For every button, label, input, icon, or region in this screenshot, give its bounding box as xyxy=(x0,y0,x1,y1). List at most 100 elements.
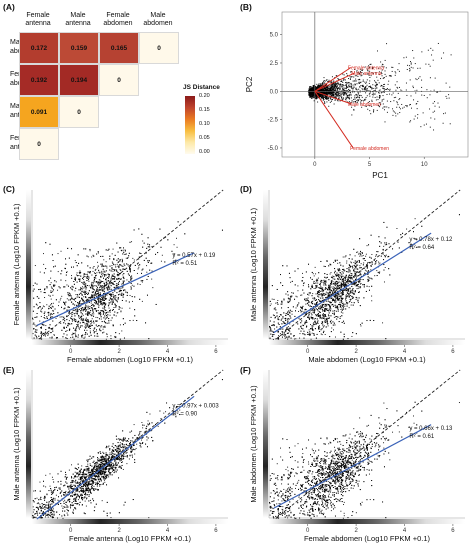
x-tick-label: 4 xyxy=(166,528,170,534)
heatmap-cell: 0.165 xyxy=(99,32,139,64)
loading-label: Male abdomen xyxy=(348,102,381,108)
panel-label-f: (F) xyxy=(240,365,251,375)
y-density-rug xyxy=(26,190,31,339)
heatmap-col-header: Male abdomen xyxy=(143,12,173,27)
x-density-rug xyxy=(32,340,228,345)
x-tick-label: 10 xyxy=(421,162,428,168)
x-density-rug xyxy=(32,519,228,524)
panel-label-e: (E) xyxy=(3,365,15,375)
x-tick-label: 0 xyxy=(306,528,310,534)
x-tick-label: 0 xyxy=(306,349,310,355)
x-tick-label: 4 xyxy=(403,349,407,355)
loading-label: Male antenna xyxy=(351,71,382,77)
y-tick-label: -5.0 xyxy=(268,146,279,152)
x-tick-label: 0 xyxy=(313,162,317,168)
y-tick-label: -2.5 xyxy=(268,118,279,124)
heatmap-cell: 0.172 xyxy=(19,32,59,64)
x-axis-label: PC1 xyxy=(372,171,388,180)
regression-line xyxy=(273,424,432,509)
regression-equation: y = 0.97x + 0.003 xyxy=(172,403,219,409)
heatmap-col-header: Male antenna xyxy=(65,12,91,27)
point-cloud xyxy=(269,214,460,340)
x-tick-label: 0 xyxy=(69,349,73,355)
scatter-male-vs-female-abdomen: y = 0.66x + 0.13 R² = 0.61 0 2 4 6 Female abdo… xyxy=(249,369,465,543)
scatter-female-antenna-vs-abdomen: y = 0.57x + 0.19 R² = 0.51 0 2 4 6 Female abdo… xyxy=(12,189,228,364)
x-tick-label: 6 xyxy=(214,349,218,355)
heatmap-cell: 0.159 xyxy=(59,32,99,64)
panel-label-a: (A) xyxy=(3,2,15,12)
x-axis-label: Female antenna (Log10 FPKM +0.1) xyxy=(69,534,191,543)
identity-line xyxy=(275,189,461,340)
x-axis-label: Male abdomen (Log10 FPKM +0.1) xyxy=(308,355,426,364)
heatmap-cell: 0 xyxy=(139,32,179,64)
heatmap-cell: 0 xyxy=(19,128,59,160)
heatmap-cell: 0.091 xyxy=(19,96,59,128)
regression-line xyxy=(273,232,432,334)
identity-line xyxy=(38,369,224,519)
point-cloud xyxy=(269,401,460,519)
x-axis-label: Female abdomen (Log10 FPKM +0.1) xyxy=(67,355,194,364)
scatter-male-antenna-vs-abdomen: y = 0.78x + 0.12 R² = 0.64 0 2 4 6 Male abdome… xyxy=(249,189,465,364)
y-axis-label: Male abdomen (Log10 FPKM +0.1) xyxy=(249,385,258,503)
scatter-male-vs-female-antenna: y = 0.97x + 0.003 R² = 0.90 0 2 4 6 Female ant… xyxy=(12,369,228,543)
legend-color-bar xyxy=(185,96,195,154)
x-tick-label: 4 xyxy=(403,528,407,534)
x-tick-label: 2 xyxy=(117,528,121,534)
regression-equation: y = 0.57x + 0.19 xyxy=(172,253,216,259)
regression-equation: y = 0.78x + 0.12 xyxy=(409,237,453,243)
regression-r2: R² = 0.51 xyxy=(172,261,198,267)
x-density-rug xyxy=(269,519,465,524)
x-tick-label: 2 xyxy=(354,528,358,534)
heatmap-col-header: Female antenna xyxy=(25,12,51,27)
y-axis-label: Male antenna (Log10 FPKM +0.1) xyxy=(249,207,258,321)
y-tick-label: 2.5 xyxy=(270,61,279,67)
y-tick-label: 5.0 xyxy=(270,33,279,39)
y-axis-label: Male antenna (Log10 FPKM +0.1) xyxy=(12,387,21,501)
x-tick-label: 4 xyxy=(166,349,170,355)
x-tick-label: 0 xyxy=(69,528,73,534)
plot-frame xyxy=(281,11,469,158)
heatmap-col-header: Female abdomen xyxy=(103,12,133,27)
loading-arrow xyxy=(314,67,352,92)
regression-equation: y = 0.66x + 0.13 xyxy=(409,426,453,432)
y-axis-label: Female antenna (Log10 FPKM +0.1) xyxy=(12,203,21,325)
x-axis-label: Female abdomen (Log10 FPKM +0.1) xyxy=(304,534,431,543)
point-cloud xyxy=(308,42,452,131)
x-tick-label: 6 xyxy=(451,349,455,355)
legend-tick: 0.05 xyxy=(199,135,210,141)
legend-title: JS Distance xyxy=(183,84,220,91)
x-density-rug xyxy=(269,340,465,345)
regression-r2: R² = 0.90 xyxy=(172,411,198,417)
y-axis-label: PC2 xyxy=(245,76,254,92)
heatmap-cell: 0.192 xyxy=(19,64,59,96)
x-tick-label: 6 xyxy=(451,528,455,534)
heatmap-cell: 0 xyxy=(59,96,99,128)
y-density-rug xyxy=(263,190,268,339)
y-tick-label: 0.0 xyxy=(270,89,279,95)
y-density-rug xyxy=(263,370,268,518)
x-tick-label: 2 xyxy=(117,349,121,355)
regression-line xyxy=(36,395,195,520)
x-tick-label: 5 xyxy=(368,162,372,168)
loading-label: Female abdomen xyxy=(350,146,389,152)
legend-tick: 0.00 xyxy=(199,149,210,155)
panel-label-c: (C) xyxy=(3,184,15,194)
legend-tick: 0.20 xyxy=(199,93,210,99)
regression-r2: R² = 0.61 xyxy=(409,434,435,440)
loading-arrow xyxy=(314,90,352,105)
heatmap-panel: Female antenna Male antenna Female abdom… xyxy=(0,0,240,180)
panel-label-b: (B) xyxy=(240,2,252,12)
regression-line xyxy=(36,252,195,326)
loading-label: Female antenna xyxy=(348,66,384,72)
identity-line xyxy=(38,189,224,340)
regression-r2: R² = 0.64 xyxy=(409,245,435,251)
y-density-rug xyxy=(26,370,31,518)
loading-arrow xyxy=(314,72,355,92)
legend-tick: 0.15 xyxy=(199,107,210,113)
x-tick-label: 6 xyxy=(214,528,218,534)
point-cloud xyxy=(32,221,223,340)
legend-tick: 0.10 xyxy=(199,121,210,127)
heatmap-cell: 0 xyxy=(99,64,139,96)
identity-line xyxy=(275,369,461,519)
